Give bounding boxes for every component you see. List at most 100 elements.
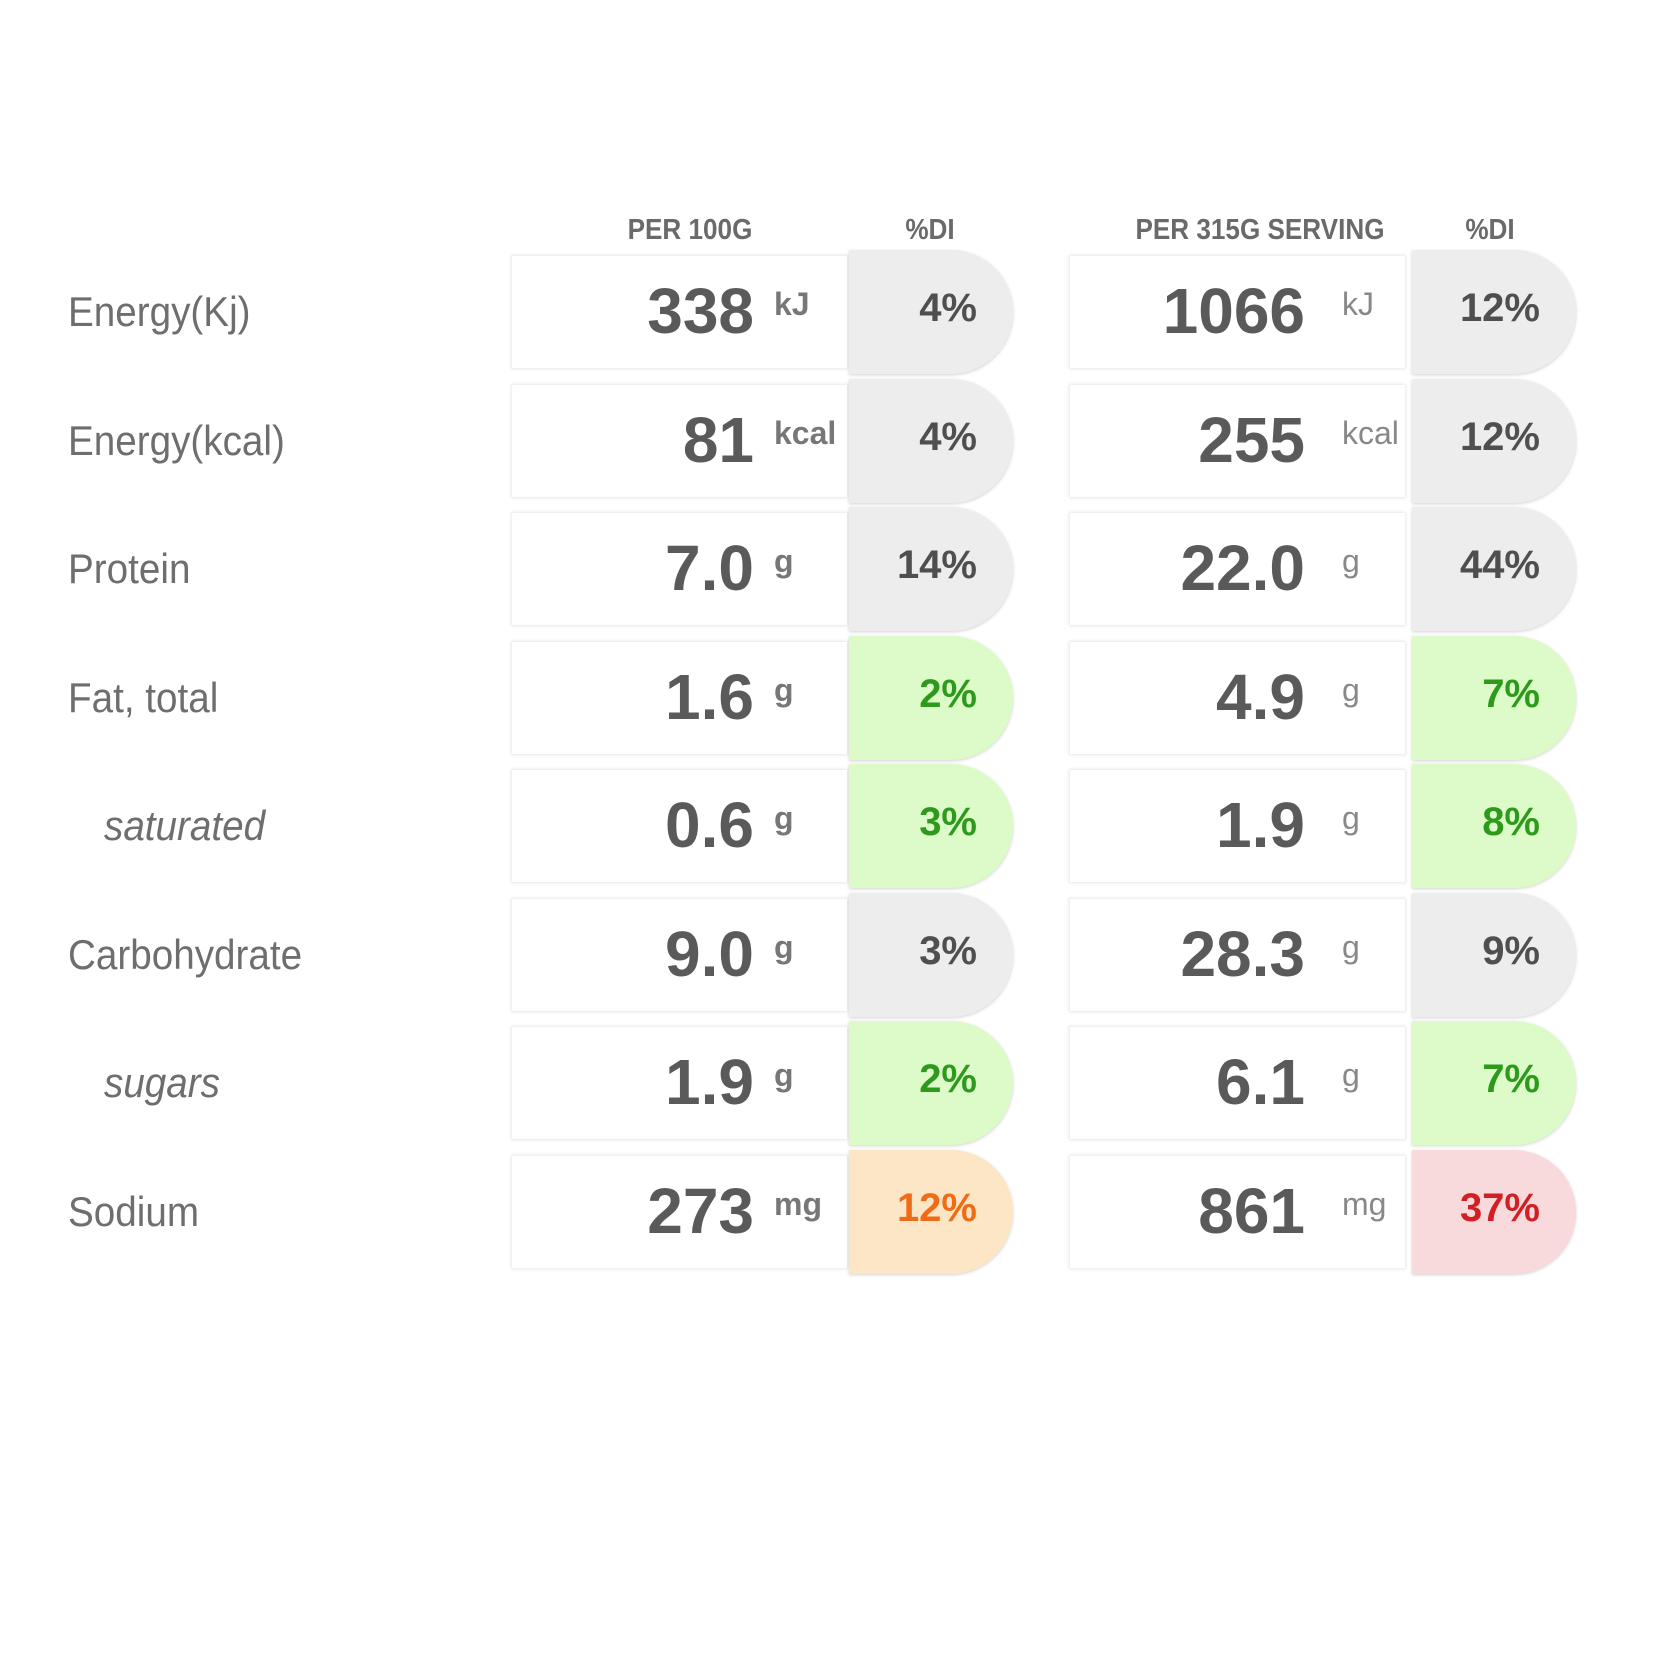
di-100g-percent: 14% bbox=[896, 543, 977, 587]
per-serving-unit: g bbox=[1342, 543, 1360, 579]
per-100g-cell: 9.0 g bbox=[512, 898, 847, 1011]
per-100g-value: 338 bbox=[647, 275, 754, 347]
per-serving-cell: 28.3 g bbox=[1070, 898, 1405, 1011]
di-100g-badge: 4% bbox=[849, 250, 1013, 374]
nutrient-row: Energy(Kj) 338 kJ 4% 1066 kJ 12% bbox=[0, 250, 1654, 378]
per-100g-value: 0.6 bbox=[665, 789, 754, 861]
di-serving-percent: 9% bbox=[1482, 928, 1540, 973]
nutrient-label: Sodium bbox=[68, 1187, 200, 1235]
per-serving-value: 28.3 bbox=[1180, 917, 1305, 990]
per-100g-cell: 7.0 g bbox=[512, 513, 847, 625]
per-100g-cell: 0.6 g bbox=[512, 770, 847, 882]
per-100g-unit: g bbox=[774, 800, 794, 836]
per-serving-value: 4.9 bbox=[1216, 660, 1305, 733]
per-100g-value: 9.0 bbox=[665, 917, 754, 990]
per-100g-unit: g bbox=[774, 928, 794, 965]
per-serving-cell: 861 mg bbox=[1070, 1155, 1405, 1268]
per-100g-cell: 338 kJ bbox=[512, 256, 847, 368]
per-serving-cell: 1.9 g bbox=[1070, 770, 1405, 882]
nutrient-label: Carbohydrate bbox=[68, 930, 303, 978]
per-100g-unit: kJ bbox=[774, 286, 810, 322]
di-serving-badge: 7% bbox=[1412, 635, 1576, 760]
per-100g-unit: kcal bbox=[774, 414, 837, 451]
per-serving-cell: 4.9 g bbox=[1070, 641, 1405, 754]
per-serving-value: 22.0 bbox=[1180, 532, 1305, 604]
di-serving-badge: 9% bbox=[1412, 892, 1576, 1017]
per-serving-cell: 1066 kJ bbox=[1070, 256, 1405, 368]
nutrient-label: Protein bbox=[68, 545, 191, 592]
per-100g-value: 81 bbox=[682, 403, 754, 476]
per-100g-value: 7.0 bbox=[665, 532, 754, 604]
di-100g-badge: 2% bbox=[849, 1021, 1013, 1145]
di-100g-percent: 12% bbox=[896, 1185, 977, 1230]
di-100g-badge: 14% bbox=[849, 507, 1013, 631]
nutrient-row: Fat, total 1.6 g 2% 4.9 g 7% bbox=[0, 635, 1654, 764]
di-serving-percent: 44% bbox=[1459, 543, 1540, 587]
nutrient-label: saturated bbox=[104, 802, 266, 849]
per-serving-cell: 22.0 g bbox=[1070, 513, 1405, 625]
per-100g-cell: 1.9 g bbox=[512, 1027, 847, 1139]
di-100g-percent: 4% bbox=[919, 286, 977, 330]
nutrient-label: sugars bbox=[104, 1059, 220, 1106]
header-di-serving: %DI bbox=[1465, 214, 1515, 246]
per-100g-cell: 81 kcal bbox=[512, 384, 847, 497]
per-100g-unit: g bbox=[774, 543, 794, 579]
di-serving-percent: 37% bbox=[1459, 1185, 1540, 1230]
per-100g-value: 1.6 bbox=[665, 660, 754, 733]
per-serving-unit: g bbox=[1342, 800, 1360, 836]
per-serving-cell: 255 kcal bbox=[1070, 384, 1405, 497]
di-serving-badge: 44% bbox=[1412, 507, 1576, 631]
di-serving-percent: 12% bbox=[1459, 414, 1540, 459]
di-serving-percent: 7% bbox=[1482, 1057, 1540, 1101]
nutrient-row: Protein 7.0 g 14% 22.0 g 44% bbox=[0, 507, 1654, 635]
nutrient-row: saturated 0.6 g 3% 1.9 g 8% bbox=[0, 764, 1654, 892]
di-serving-badge: 12% bbox=[1412, 250, 1576, 374]
di-100g-percent: 2% bbox=[919, 1057, 977, 1101]
di-serving-badge: 37% bbox=[1412, 1149, 1576, 1274]
di-100g-badge: 12% bbox=[849, 1149, 1013, 1274]
nutrient-row: Energy(kcal) 81 kcal 4% 255 kcal 12% bbox=[0, 378, 1654, 507]
di-serving-badge: 7% bbox=[1412, 1021, 1576, 1145]
per-serving-unit: mg bbox=[1342, 1185, 1387, 1222]
nutrient-row: Sodium 273 mg 12% 861 mg 37% bbox=[0, 1149, 1654, 1278]
di-serving-badge: 12% bbox=[1412, 378, 1576, 503]
per-serving-unit: kcal bbox=[1342, 414, 1399, 451]
di-100g-badge: 2% bbox=[849, 635, 1013, 760]
per-serving-value: 861 bbox=[1198, 1174, 1305, 1247]
nutrient-label: Fat, total bbox=[68, 673, 219, 721]
di-serving-percent: 7% bbox=[1482, 671, 1540, 716]
per-serving-value: 1066 bbox=[1162, 275, 1305, 347]
nutrient-label: Energy(kcal) bbox=[68, 416, 285, 464]
per-serving-unit: kJ bbox=[1342, 286, 1374, 322]
di-100g-percent: 3% bbox=[919, 928, 977, 973]
di-serving-percent: 12% bbox=[1459, 286, 1540, 330]
di-serving-badge: 8% bbox=[1412, 764, 1576, 888]
per-serving-value: 255 bbox=[1198, 403, 1305, 476]
per-100g-cell: 1.6 g bbox=[512, 641, 847, 754]
di-100g-badge: 3% bbox=[849, 764, 1013, 888]
per-serving-value: 1.9 bbox=[1216, 789, 1305, 861]
header-di-100g: %DI bbox=[905, 214, 955, 246]
per-100g-value: 273 bbox=[647, 1174, 754, 1247]
per-serving-value: 6.1 bbox=[1216, 1046, 1305, 1118]
per-100g-value: 1.9 bbox=[665, 1046, 754, 1118]
per-100g-unit: mg bbox=[774, 1185, 822, 1222]
per-100g-unit: g bbox=[774, 671, 794, 708]
nutrient-row: Carbohydrate 9.0 g 3% 28.3 g 9% bbox=[0, 892, 1654, 1021]
per-serving-cell: 6.1 g bbox=[1070, 1027, 1405, 1139]
nutrient-label: Energy(Kj) bbox=[68, 288, 251, 335]
di-100g-percent: 3% bbox=[919, 800, 977, 844]
di-100g-badge: 3% bbox=[849, 892, 1013, 1017]
per-serving-unit: g bbox=[1342, 928, 1360, 965]
header-per-100g: PER 100G bbox=[627, 214, 753, 246]
di-serving-percent: 8% bbox=[1482, 800, 1540, 844]
per-100g-cell: 273 mg bbox=[512, 1155, 847, 1268]
per-serving-unit: g bbox=[1342, 1057, 1360, 1093]
per-100g-unit: g bbox=[774, 1057, 794, 1093]
di-100g-percent: 4% bbox=[919, 414, 977, 459]
di-100g-percent: 2% bbox=[919, 671, 977, 716]
di-100g-badge: 4% bbox=[849, 378, 1013, 503]
per-serving-unit: g bbox=[1342, 671, 1360, 708]
nutrient-row: sugars 1.9 g 2% 6.1 g 7% bbox=[0, 1021, 1654, 1149]
